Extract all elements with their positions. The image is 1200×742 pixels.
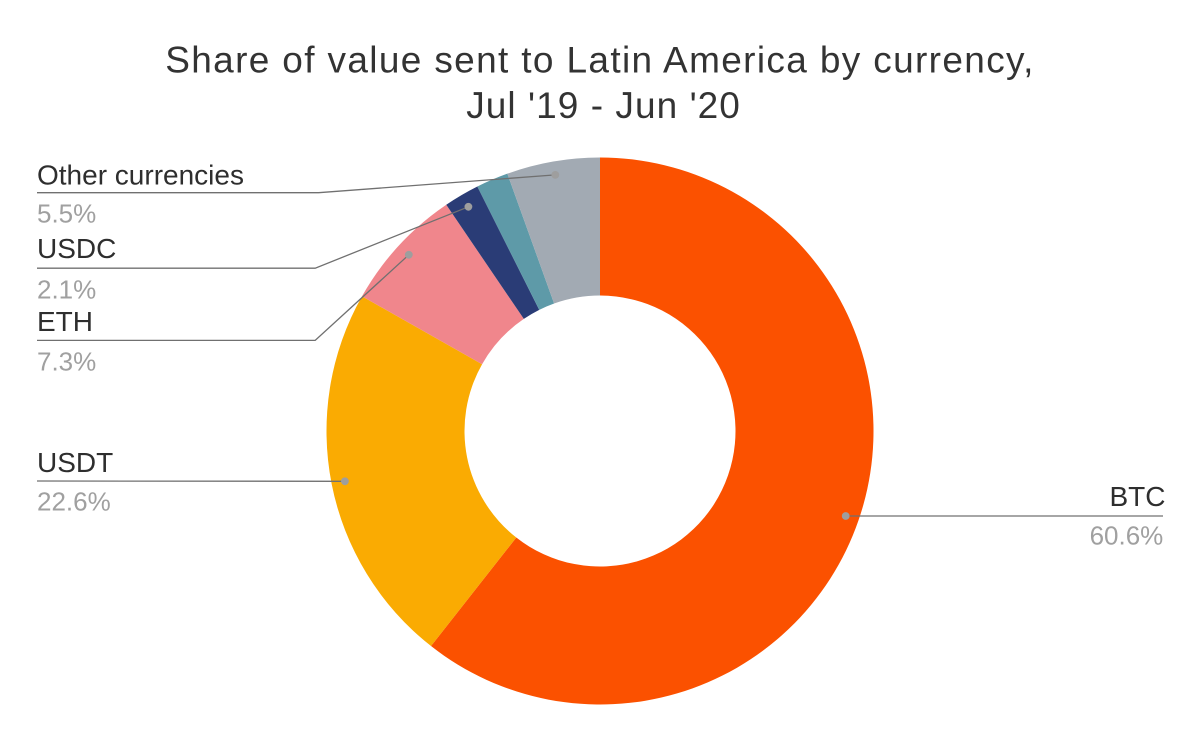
svg-text:ETH: ETH bbox=[37, 306, 93, 337]
svg-text:Jul '19 - Jun '20: Jul '19 - Jun '20 bbox=[466, 85, 741, 126]
svg-text:7.3%: 7.3% bbox=[37, 346, 96, 376]
svg-text:2.1%: 2.1% bbox=[37, 275, 96, 305]
svg-text:USDC: USDC bbox=[37, 233, 116, 264]
svg-text:USDT: USDT bbox=[37, 447, 113, 478]
svg-text:Other currencies: Other currencies bbox=[37, 159, 244, 190]
svg-text:60.6%: 60.6% bbox=[1090, 520, 1164, 550]
svg-text:BTC: BTC bbox=[1110, 481, 1166, 512]
svg-text:Share of value sent to Latin A: Share of value sent to Latin America by … bbox=[165, 40, 1035, 81]
svg-text:22.6%: 22.6% bbox=[37, 486, 111, 516]
svg-text:5.5%: 5.5% bbox=[37, 199, 96, 229]
